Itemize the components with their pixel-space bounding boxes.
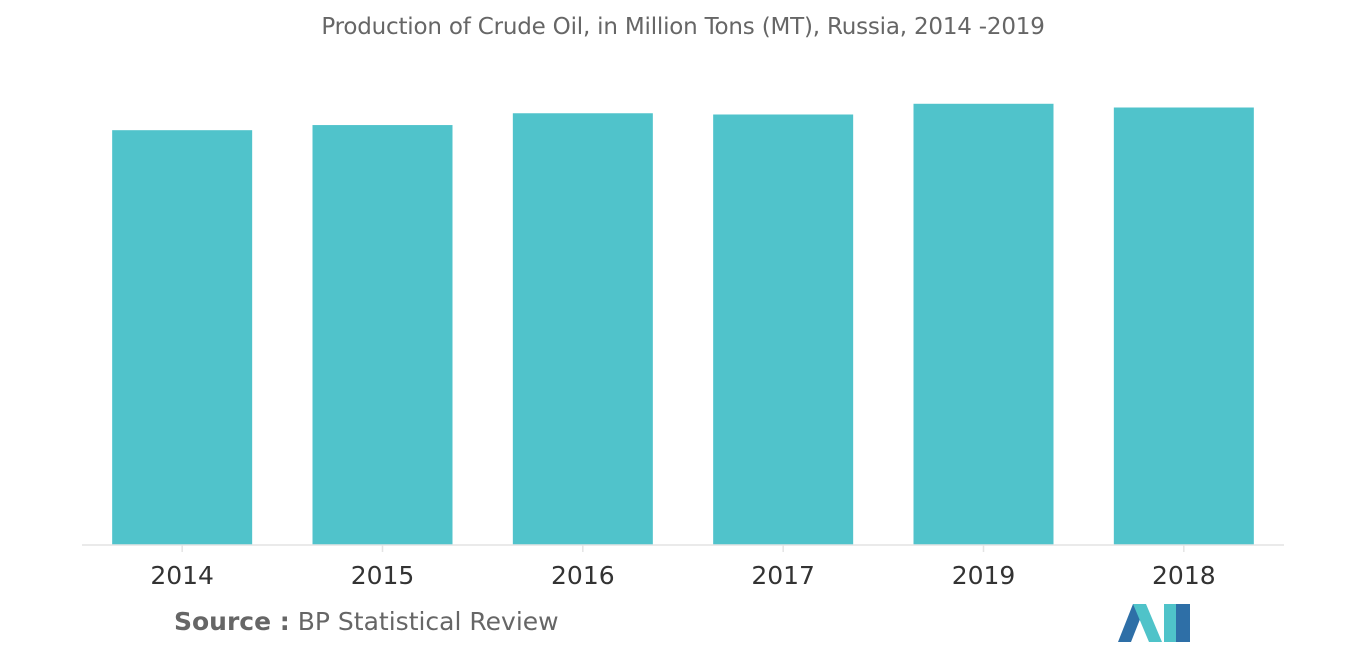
x-tick-labels: 2014 2015 2016 2017 2019 2018	[150, 561, 1215, 590]
logo-mid-shape	[1133, 604, 1162, 642]
logo-right-dark-shape	[1176, 604, 1190, 642]
bar-2014	[112, 130, 253, 546]
x-tick-label-2016: 2016	[551, 561, 615, 590]
x-tick-label-2019: 2019	[952, 561, 1016, 590]
x-tick-label-2018: 2018	[1152, 561, 1216, 590]
bar-2015	[312, 125, 453, 545]
source-line: Source : BP Statistical Review	[174, 607, 559, 636]
bars-layer	[112, 103, 1254, 546]
chart-title: Production of Crude Oil, in Million Tons…	[321, 14, 1045, 40]
bar-2016	[512, 113, 653, 545]
bar-2018	[1113, 107, 1254, 546]
bar-chart: 2014 2015 2016 2017 2019 2018	[82, 103, 1284, 590]
x-tick-label-2015: 2015	[351, 561, 415, 590]
bar-2017	[713, 114, 854, 546]
logo-right-light-shape	[1164, 604, 1176, 642]
source-text: BP Statistical Review	[297, 607, 559, 636]
brand-logo-icon	[1118, 604, 1190, 642]
ticks-layer	[181, 545, 1185, 552]
source-label: Source :	[174, 607, 290, 636]
x-tick-label-2017: 2017	[751, 561, 815, 590]
x-tick-label-2014: 2014	[150, 561, 214, 590]
bar-2019	[913, 103, 1054, 545]
